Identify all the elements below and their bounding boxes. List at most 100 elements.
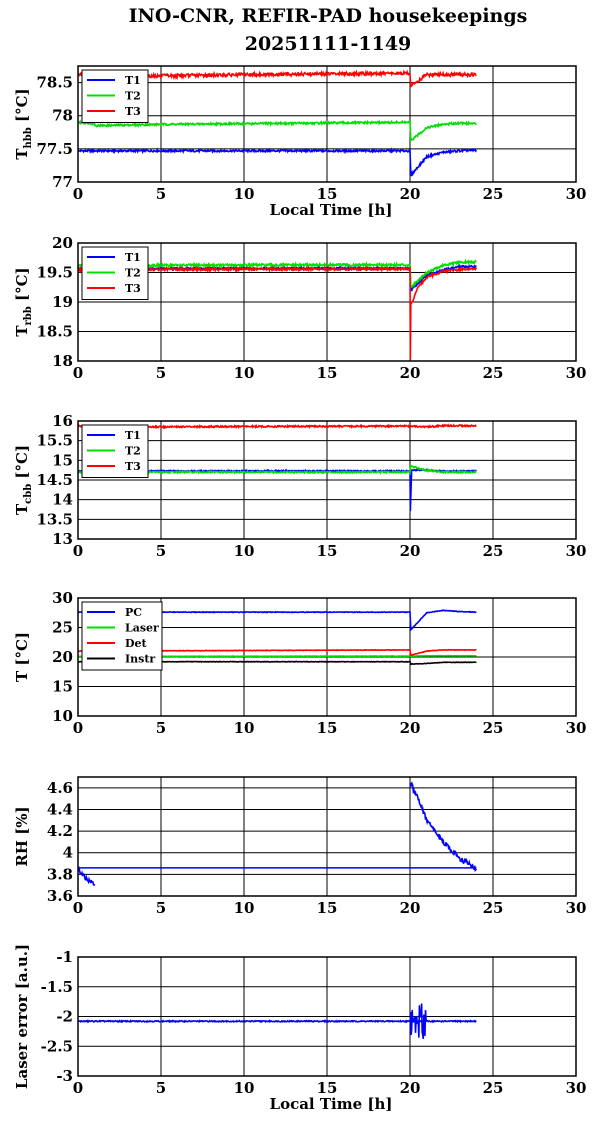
legend-label: T3 [125, 105, 141, 118]
legend-label: T3 [125, 460, 141, 473]
panel-1: 0 5 10 15 20 25 30 18 18.5 19 19.5 20 Trbb [°C] T1 T2 T… [13, 234, 586, 382]
x-tick-label: 30 [566, 1079, 587, 1097]
x-tick-label: 0 [73, 542, 83, 560]
x-axis-label: Local Time [h] [270, 201, 393, 219]
y-tick-label: 3.8 [47, 865, 73, 883]
y-tick-label: 4.4 [47, 800, 73, 818]
x-axis-label: Local Time [h] [270, 1095, 393, 1113]
x-tick-label: 25 [483, 364, 504, 382]
y-tick-label: 18 [52, 352, 73, 370]
plot-frame [77, 420, 577, 540]
x-tick-label: 10 [234, 719, 255, 737]
y-axis-label: Trbb [°C] [13, 267, 34, 336]
x-tick-label: 10 [234, 1079, 255, 1097]
y-tick-label: 30 [52, 589, 73, 607]
plot-frame [77, 776, 577, 897]
legend-label: Det [125, 637, 148, 650]
series-line-1 [409, 1003, 428, 1040]
x-tick-label: 30 [566, 542, 587, 560]
x-tick-label: 20 [400, 899, 421, 917]
y-tick-label: 78.5 [36, 74, 73, 92]
legend-label: T3 [125, 282, 141, 295]
y-tick-label: 15.5 [36, 432, 73, 450]
y-tick-label: -2 [56, 1008, 73, 1026]
x-tick-label: 20 [400, 185, 421, 203]
legend-label: T2 [125, 267, 141, 280]
y-axis-label: RH [%] [13, 806, 31, 866]
x-tick-label: 0 [73, 1079, 83, 1097]
x-tick-label: 5 [156, 364, 166, 382]
x-tick-label: 30 [566, 719, 587, 737]
x-tick-label: 25 [483, 1079, 504, 1097]
y-tick-label: 13.5 [36, 510, 73, 528]
series-line-T2 [78, 119, 477, 142]
x-tick-label: 30 [566, 185, 587, 203]
x-tick-label: 10 [234, 364, 255, 382]
chart-title-line2: 20251111-1149 [245, 33, 412, 55]
y-tick-label: 3.6 [47, 887, 73, 905]
x-tick-label: 0 [73, 899, 83, 917]
plot-frame [77, 65, 577, 183]
chart-title-line1: INO-CNR, REFIR-PAD housekeepings [129, 5, 528, 27]
legend-label: T2 [125, 445, 141, 458]
y-tick-label: -1.5 [41, 978, 73, 996]
x-tick-label: 30 [566, 899, 587, 917]
y-tick-label: 20 [52, 234, 73, 252]
series-group [78, 781, 478, 887]
y-tick-label: 77.5 [36, 140, 73, 158]
series-line-T1 [78, 147, 478, 177]
y-axis-label: Tcbb [°C] [13, 445, 34, 515]
y-tick-label: 13 [52, 530, 73, 548]
y-tick-label: 19 [52, 293, 73, 311]
x-tick-label: 15 [317, 542, 338, 560]
panel-0: 0 5 10 15 20 25 30 77 77.5 78 78.5 Local Time [h] Th… [13, 65, 587, 219]
x-tick-label: 25 [483, 899, 504, 917]
series-group [78, 1003, 477, 1040]
legend-label: T1 [125, 251, 141, 264]
legend-label: Laser [125, 622, 159, 635]
x-tick-label: 5 [156, 185, 166, 203]
x-tick-label: 15 [317, 185, 338, 203]
y-axis-label: Thbb [°C] [13, 88, 34, 159]
x-tick-label: 5 [156, 719, 166, 737]
y-tick-label: 78 [52, 107, 73, 125]
y-tick-label: 14.5 [36, 471, 73, 489]
series-line-0 [78, 866, 96, 887]
x-tick-label: 15 [317, 364, 338, 382]
x-tick-label: 30 [566, 364, 587, 382]
legend-label: T2 [125, 90, 141, 103]
x-tick-label: 25 [483, 185, 504, 203]
x-tick-label: 20 [400, 719, 421, 737]
plot-frame [77, 597, 577, 717]
y-axis-label: T [°C] [13, 632, 31, 682]
x-tick-label: 5 [156, 542, 166, 560]
y-tick-label: 15 [52, 678, 73, 696]
y-tick-label: 10 [52, 707, 73, 725]
y-tick-label: 77 [52, 173, 73, 191]
panel-5: 0 5 10 15 20 25 30 -3 -2.5 -2 -1.5 -1 Local Time [h]… [13, 944, 586, 1113]
legend-label: Instr [125, 653, 155, 666]
y-tick-label: 20 [52, 648, 73, 666]
y-tick-label: -1 [56, 948, 73, 966]
plot-frame [77, 956, 577, 1077]
x-tick-label: 10 [234, 899, 255, 917]
y-tick-label: 16 [52, 412, 73, 430]
y-tick-label: 25 [52, 619, 73, 637]
x-tick-label: 20 [400, 364, 421, 382]
series-line-2 [409, 781, 478, 873]
x-tick-label: 10 [234, 542, 255, 560]
x-tick-label: 15 [317, 719, 338, 737]
x-tick-label: 0 [73, 185, 83, 203]
x-tick-label: 15 [317, 1079, 338, 1097]
x-tick-label: 20 [400, 542, 421, 560]
x-tick-label: 0 [73, 719, 83, 737]
x-tick-label: 15 [317, 899, 338, 917]
y-tick-label: 4.2 [47, 822, 73, 840]
plot-frame [77, 242, 577, 362]
x-tick-label: 25 [483, 719, 504, 737]
y-tick-label: -3 [56, 1067, 73, 1085]
y-tick-label: 15 [52, 451, 73, 469]
y-tick-label: 19.5 [36, 264, 73, 282]
panel-3: 0 5 10 15 20 25 30 10 15 20 25 30 T [°C] PC Laser Det In… [13, 589, 586, 737]
